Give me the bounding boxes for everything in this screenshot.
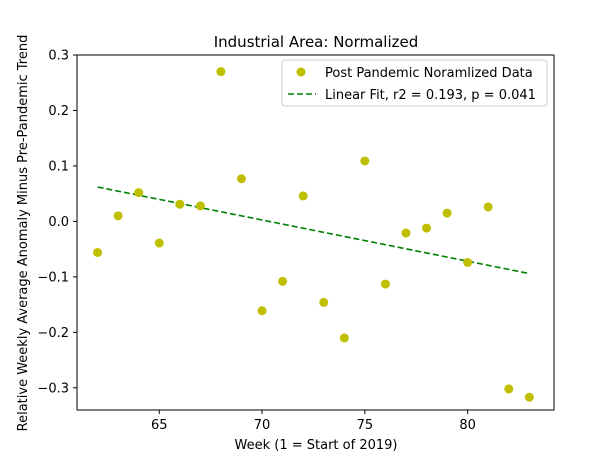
data-point	[298, 191, 308, 201]
x-tick-label: 75	[357, 418, 374, 433]
y-axis: −0.3 −0.2 −0.1 0.0 0.1 0.2 0.3	[37, 49, 77, 396]
x-tick-label: 70	[254, 418, 271, 433]
fit-line	[97, 186, 530, 275]
data-point	[257, 306, 267, 316]
data-point	[319, 297, 329, 307]
data-point	[360, 156, 370, 166]
data-point	[175, 199, 185, 209]
data-point	[93, 247, 103, 257]
data-point	[113, 211, 123, 221]
y-tick-label: 0.3	[48, 49, 69, 64]
data-point	[524, 392, 534, 402]
x-axis-label: Week (1 = Start of 2019)	[235, 438, 398, 453]
data-point	[483, 202, 493, 212]
data-point	[134, 188, 144, 198]
legend-label-data: Post Pandemic Noramlized Data	[325, 66, 533, 81]
y-tick-label: −0.2	[37, 326, 69, 341]
y-axis-label: Relative Weekly Average Anomaly Minus Pr…	[16, 35, 31, 432]
series-layer	[93, 67, 534, 402]
data-point	[195, 201, 205, 211]
plot-area: 65 70 75 80 −0.3 −0.2 −0.1 0.0 0.1 0.2 0.3	[37, 49, 555, 433]
legend-scatter-marker	[296, 67, 306, 77]
chart-title: Industrial Area: Normalized	[214, 33, 419, 51]
y-tick-label: 0.0	[48, 215, 69, 230]
legend-box	[281, 59, 548, 107]
y-tick-label: 0.2	[48, 104, 69, 119]
data-point	[401, 228, 411, 238]
data-point	[278, 276, 288, 286]
data-point	[422, 223, 432, 233]
legend-label-fit: Linear Fit, r2 = 0.193, p = 0.041	[325, 88, 536, 103]
data-point	[380, 279, 390, 289]
data-point	[442, 208, 452, 218]
data-point	[216, 67, 226, 77]
x-tick-label: 80	[459, 418, 476, 433]
data-point	[504, 384, 514, 394]
data-point	[236, 174, 246, 184]
y-tick-label: −0.3	[37, 381, 69, 396]
y-tick-label: −0.1	[37, 270, 69, 285]
data-point	[154, 238, 164, 248]
x-tick-label: 65	[151, 418, 168, 433]
data-point	[339, 333, 349, 343]
legend: Post Pandemic Noramlized Data Linear Fit…	[281, 59, 548, 107]
axes-frame	[76, 54, 555, 411]
y-tick-label: 0.1	[48, 159, 69, 174]
data-point	[463, 257, 473, 267]
x-axis: 65 70 75 80	[151, 410, 476, 433]
